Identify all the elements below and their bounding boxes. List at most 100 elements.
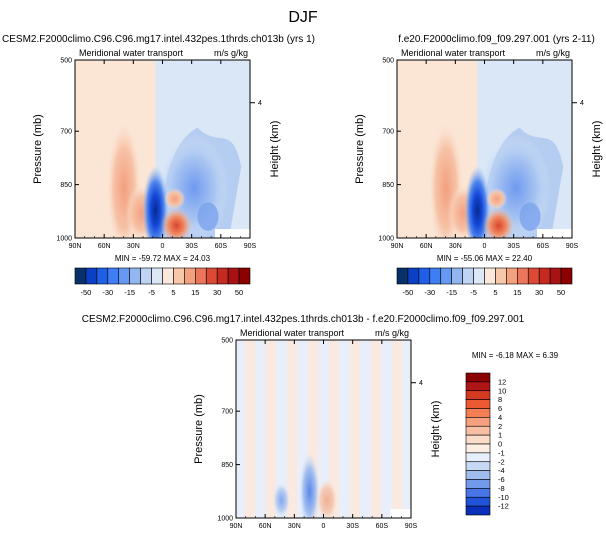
colorbar-label: 50 [557, 288, 565, 297]
colorbar-swatch [527, 267, 540, 285]
colorbar-swatch [407, 267, 420, 285]
colorbar-label: -15 [446, 288, 457, 297]
x-tick-label: 30N [127, 243, 140, 250]
colorbar-label: -4 [498, 466, 505, 475]
colorbar-swatch [462, 267, 474, 285]
colorbar-swatch [465, 461, 491, 471]
colorbar-label: -30 [102, 288, 113, 297]
y-tick-label: 850 [60, 182, 72, 189]
colorbar-swatch [107, 267, 120, 285]
colorbar-swatch [484, 267, 496, 285]
colorbar-label: -50 [403, 288, 414, 297]
colorbar-swatch [151, 267, 163, 285]
colorbar-label: -1 [498, 448, 505, 457]
x-tick-label: 60S [376, 523, 389, 530]
colorbar-swatch [495, 267, 507, 285]
colorbar-label: 6 [498, 404, 502, 413]
colorbar-swatch [85, 267, 98, 285]
colorbar-label: 2 [498, 422, 502, 431]
colorbar-label: -50 [81, 288, 92, 297]
colorbar-label: 50 [235, 288, 243, 297]
height-tick-label: 4 [419, 380, 423, 387]
colorbar-swatch [560, 267, 573, 285]
missing-surface [537, 229, 572, 238]
colorbar-swatch [118, 267, 130, 285]
y-tick-label: 500 [221, 338, 233, 345]
pos-blob [486, 188, 508, 210]
colorbar-label: -12 [498, 502, 509, 511]
colorbar-swatch [465, 479, 491, 489]
height-tick-label: 4 [580, 100, 584, 107]
x-tick-label: 60N [259, 523, 272, 530]
colorbar-label: 30 [213, 288, 221, 297]
y-tick-label: 700 [221, 409, 233, 416]
units-label: m/s g/kg [375, 328, 409, 338]
colorbar-swatch [538, 267, 551, 285]
colorbar-swatch [465, 443, 491, 454]
colorbar-label: 15 [513, 288, 521, 297]
contour-field [75, 60, 250, 238]
neg-blob-south [519, 202, 541, 231]
colorbar-swatch [184, 267, 196, 285]
colorbar-swatch [465, 381, 491, 392]
contour-field [236, 340, 411, 518]
colorbar-swatch [162, 267, 174, 285]
y-tick-label: 850 [221, 462, 233, 469]
x-tick-label: 30N [288, 523, 301, 530]
x-tick-label: 90N [230, 523, 243, 530]
colorbar-label: 0 [498, 440, 502, 449]
diff-positive-band [328, 340, 340, 518]
x-tick-label: 30S [346, 523, 359, 530]
height-tick-label: 4 [258, 100, 262, 107]
colorbar-swatch [465, 452, 491, 463]
colorbar-swatch [517, 267, 529, 285]
x-tick-label: 90N [391, 243, 404, 250]
colorbar-label: -5 [470, 288, 477, 297]
diff-positive-band [244, 340, 256, 518]
colorbar-swatch [96, 267, 109, 285]
diff-neg-core [299, 452, 320, 518]
x-tick-label: 90N [69, 243, 82, 250]
colorbar-label: 30 [535, 288, 543, 297]
x-tick-label: 0 [322, 523, 326, 530]
colorbar-label: 1 [498, 431, 502, 440]
x-tick-label: 90S [566, 243, 579, 250]
y-axis-title: Pressure (mb) [193, 394, 205, 464]
stats-label: MIN = -6.18 MAX = 6.39 [472, 351, 559, 360]
colorbar-label: 12 [498, 377, 506, 386]
colorbar-swatch [465, 417, 491, 427]
y-tick-label: 850 [382, 182, 394, 189]
units-label: m/s g/kg [214, 48, 248, 58]
neg-blob-south [197, 202, 219, 231]
colorbar-swatch [465, 408, 491, 418]
panel-top-right: 90N 60N 30N 0 30S 60S 90S 500 700 850 1000 4 Pressur… [354, 34, 603, 297]
colorbar-swatch [140, 267, 152, 285]
colorbar-label: -6 [498, 475, 505, 484]
colorbar: -50 -30 -15 -5 5 15 30 50 [396, 267, 573, 297]
colorbar-label: -10 [498, 493, 509, 502]
x-tick-label: 30N [449, 243, 462, 250]
colorbar-swatch [549, 267, 562, 285]
colorbar-swatch [173, 267, 185, 285]
colorbar-label: -2 [498, 457, 505, 466]
variable-label: Meridional water transport [240, 328, 345, 338]
units-label: m/s g/kg [536, 48, 570, 58]
stats-label: MIN = -55.06 MAX = 22.40 [437, 254, 533, 263]
colorbar-label: -8 [498, 484, 505, 493]
missing-surface [215, 229, 250, 238]
colorbar-label: 8 [498, 395, 502, 404]
colorbar-swatch [429, 267, 442, 285]
colorbar: -50 -30 -15 -5 5 15 30 50 [74, 267, 251, 297]
diff-positive-band [391, 340, 403, 518]
x-tick-label: 60N [420, 243, 433, 250]
colorbar-swatch [465, 372, 491, 383]
colorbar-swatch [440, 267, 452, 285]
colorbar-label: 10 [498, 386, 506, 395]
colorbar-swatch [465, 505, 491, 516]
colorbar-label: -15 [124, 288, 135, 297]
colorbar-swatch [506, 267, 518, 285]
colorbar-swatch [74, 267, 87, 285]
panel-title: CESM2.F2000climo.C96.C96.mg17.intel.432p… [82, 314, 525, 325]
height-axis-title: Height (km) [430, 401, 442, 458]
